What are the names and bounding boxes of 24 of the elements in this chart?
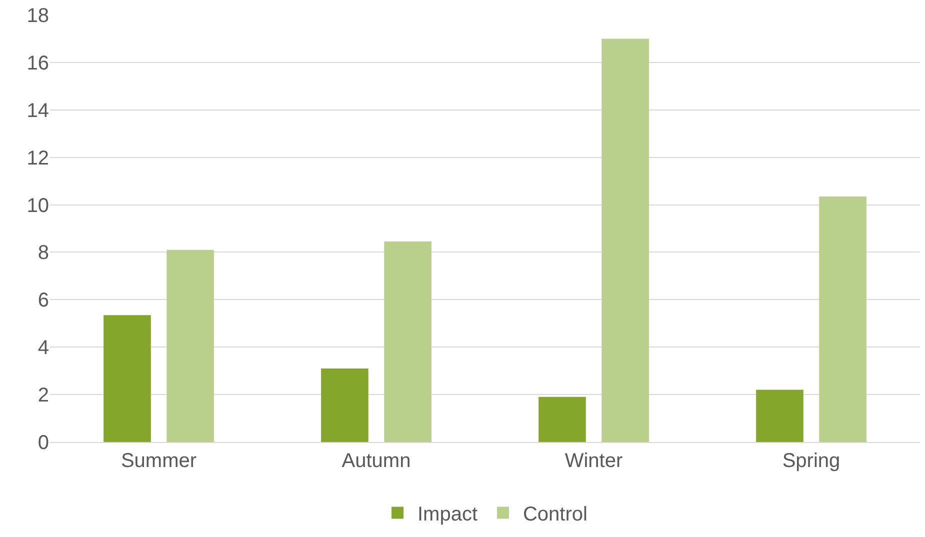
bar	[166, 250, 214, 442]
y-tick-label: 6	[38, 290, 49, 312]
x-tick-label: Winter	[564, 450, 623, 472]
legend-label: Impact	[418, 504, 478, 526]
y-tick-label: 4	[38, 337, 49, 360]
bar	[104, 315, 151, 442]
bar	[602, 38, 649, 442]
y-tick-label: 12	[26, 147, 49, 170]
bar	[756, 390, 804, 442]
y-tick-label: 8	[38, 242, 49, 264]
x-tick-label: Autumn	[342, 450, 411, 472]
bar	[321, 368, 368, 442]
y-tick-label: 18	[26, 5, 49, 27]
bar	[819, 196, 866, 442]
y-tick-label: 10	[26, 194, 49, 217]
y-tick-label: 16	[26, 52, 49, 74]
legend-label: Control	[522, 504, 588, 526]
x-tick-label: Summer	[120, 450, 197, 472]
y-tick-label: 2	[38, 384, 49, 407]
y-tick-label: 0	[38, 432, 49, 454]
y-tick-label: 14	[26, 100, 49, 122]
bar	[538, 396, 586, 442]
x-tick-label: Spring	[782, 450, 840, 472]
bar	[384, 242, 432, 442]
